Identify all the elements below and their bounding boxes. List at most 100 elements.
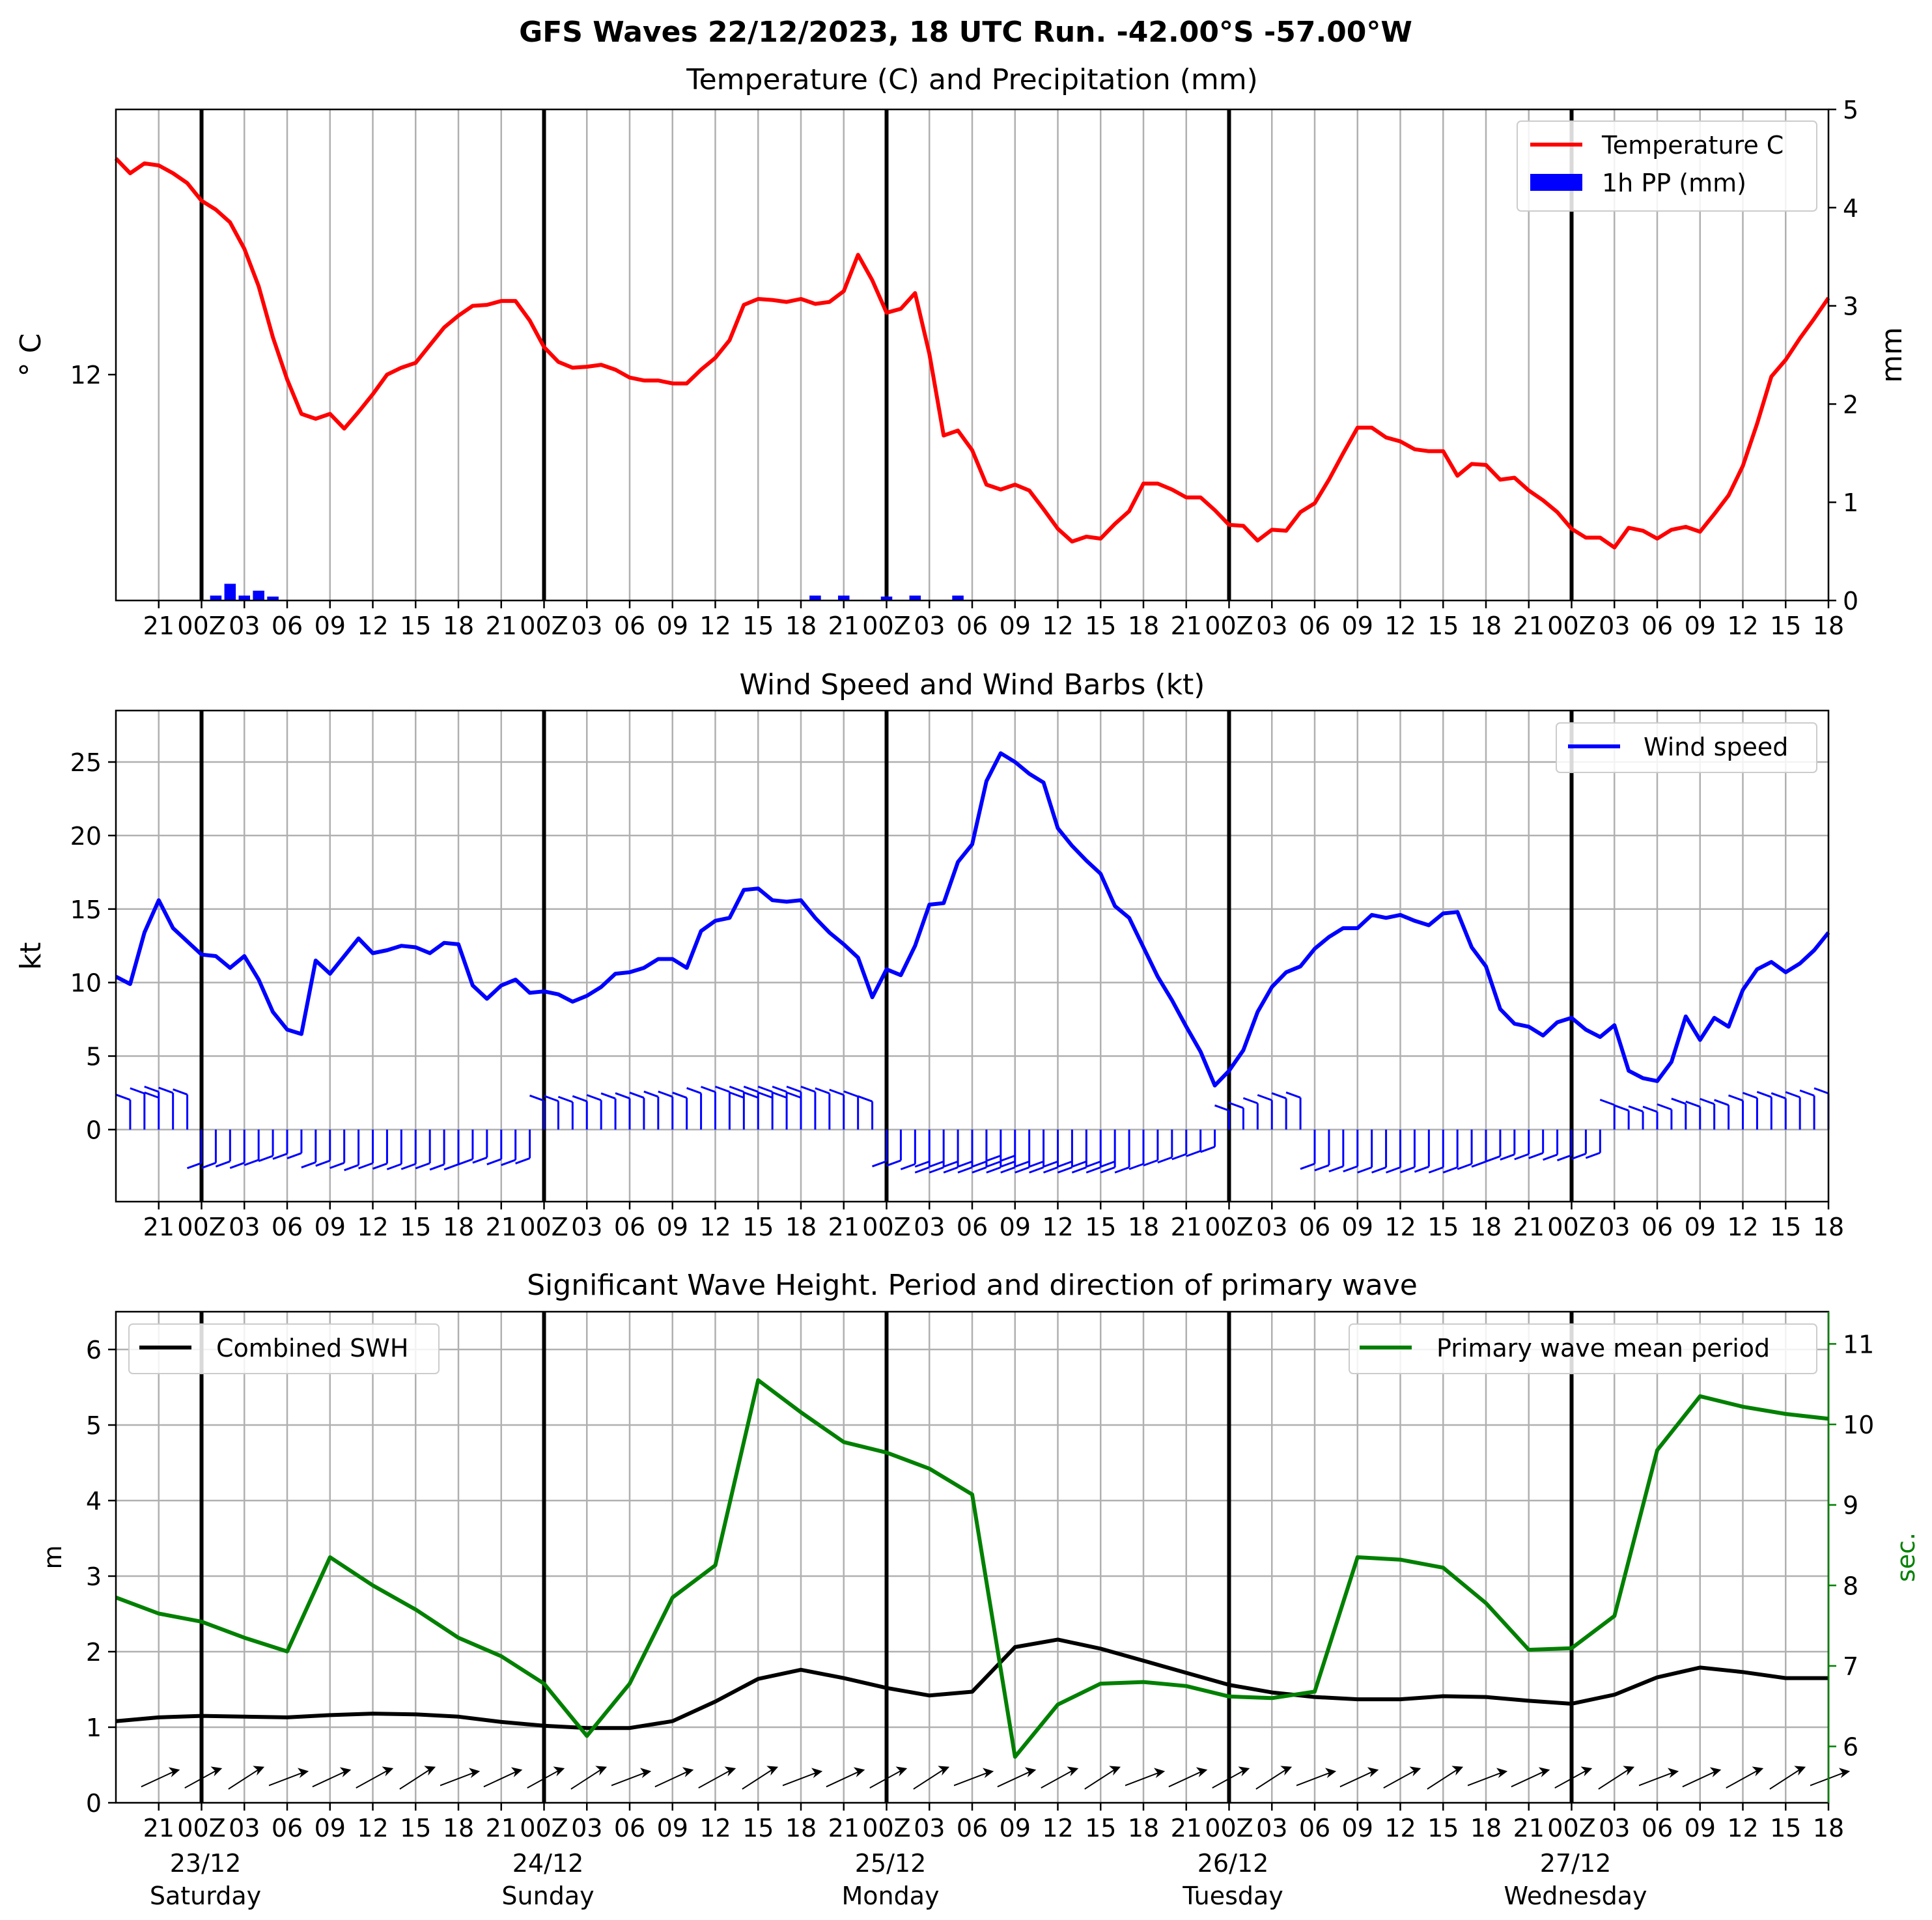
x-tick-label: 21 [486, 612, 517, 640]
wind-barb-flag [1671, 1097, 1687, 1105]
precip-bar [837, 595, 850, 600]
wind-barb-flag [158, 1086, 174, 1094]
wave-direction-arrow [1427, 1766, 1464, 1790]
x-tick-label: 03 [1599, 612, 1630, 640]
wind-barb-flag [429, 1163, 445, 1171]
x-tick-label: 15 [1427, 1814, 1459, 1842]
wind-barb-flag [914, 1160, 930, 1168]
wind-barb-flag [829, 1088, 845, 1096]
x-tick-label: 12 [1384, 1213, 1416, 1241]
x-tick-label: 00Z [1547, 612, 1595, 640]
y-tick-label: 10 [70, 969, 102, 998]
x-tick-label: 21 [1513, 612, 1545, 640]
wind-barb-flag [1714, 1099, 1729, 1107]
y2-tick-label: 3 [1843, 292, 1858, 321]
wind-barb-flag [1171, 1153, 1187, 1161]
wave-y-label: m [38, 1545, 67, 1569]
wave-direction-arrows [141, 1766, 1851, 1790]
x-tick-label: 03 [571, 1213, 602, 1241]
x-tick-label: 15 [1770, 1814, 1801, 1842]
swh-legend: Combined SWH [128, 1323, 440, 1374]
wave-direction-arrow [742, 1766, 779, 1790]
wind-barb-flag [486, 1158, 502, 1166]
temperature-panel-title: Temperature (C) and Precipitation (mm) [686, 63, 1258, 96]
wind-barb-flag [1043, 1160, 1059, 1168]
y-tick-label: 0 [86, 1116, 102, 1144]
wind-barb-flag [572, 1095, 587, 1103]
wind-barb-flag [344, 1164, 359, 1172]
wind-x-ticks: 21 00Z 03 06 09 12 15 18 21 00Z 03 06 09 12 15 18 21 00Z 0… [143, 1202, 1844, 1241]
wind-barb-flag [244, 1159, 259, 1166]
wave-y-ticks: 0 1 2 3 4 5 6 [86, 1336, 116, 1818]
wind-barb-flag [1728, 1094, 1744, 1102]
x-tick-label: 21 [1171, 1213, 1202, 1241]
wind-barb-flag [1500, 1153, 1515, 1161]
x-tick-label: 03 [914, 612, 945, 640]
wind-barb-flag [1642, 1105, 1658, 1113]
wind-barb-flag [1015, 1166, 1030, 1174]
wind-legend-box [1556, 722, 1817, 773]
precip-legend-label: 1h PP (mm) [1602, 169, 1746, 197]
wind-barb-flag [1343, 1165, 1358, 1173]
x-tick-label: 18 [1128, 1814, 1159, 1842]
wave-direction-arrow [1554, 1766, 1593, 1789]
precip-bar [224, 584, 236, 600]
x-tick-label: 09 [315, 1213, 346, 1241]
x-tick-label: 06 [1642, 1814, 1673, 1842]
x-tick-label: 12 [1727, 1814, 1758, 1842]
x-tick-label: 12 [699, 1814, 731, 1842]
x-tick-label: 12 [1042, 612, 1073, 640]
x-tick-label: 09 [315, 1814, 346, 1842]
wind-barb-flag [1771, 1092, 1786, 1099]
precip-legend-swatch [1530, 174, 1582, 191]
y-tick-label: 4 [86, 1487, 102, 1516]
wind-barb-flag [1543, 1153, 1558, 1161]
wind-barb-flag [1029, 1160, 1044, 1168]
x-tick-label: 21 [143, 1213, 175, 1241]
wave-direction-arrow [1125, 1768, 1166, 1786]
x-tick-label: 18 [1470, 1213, 1502, 1241]
x-tick-label: 06 [957, 1213, 988, 1241]
y2-tick-label: 1 [1843, 488, 1858, 517]
wind-barb-flag [1015, 1160, 1030, 1168]
wind-barb-flag [700, 1086, 716, 1094]
wind-barb-flag [130, 1087, 145, 1095]
wind-barb-flag [501, 1159, 516, 1166]
x-tick-label: 18 [443, 612, 474, 640]
wind-barb-flag [1271, 1092, 1287, 1099]
wind-barb-flag [1700, 1097, 1715, 1105]
wave-direction-arrow [1467, 1768, 1508, 1786]
wind-barb-flag [1571, 1153, 1586, 1160]
wind-barb-flag [272, 1153, 288, 1160]
wind-barb-flag [1100, 1166, 1115, 1174]
wind-barb-flag [772, 1085, 787, 1093]
wind-barb-flag [1314, 1164, 1330, 1172]
y-tick-label: 25 [70, 748, 102, 777]
x-tick-label: 00Z [862, 612, 910, 640]
x-tick-label: 00Z [177, 1814, 225, 1842]
wind-barb-flag [1556, 1154, 1573, 1162]
wind-barb-flag [144, 1091, 160, 1099]
wind-legend: Wind speed [1556, 722, 1817, 773]
precip-bar [909, 595, 921, 600]
wave-direction-arrow [1511, 1767, 1550, 1788]
day-date-label: 23/12 [170, 1849, 242, 1878]
x-tick-label: 06 [957, 1814, 988, 1842]
wind-barb-flag [557, 1095, 573, 1103]
x-tick-label: 09 [1000, 612, 1031, 640]
wave-direction-arrow [698, 1766, 736, 1789]
x-tick-label: 15 [1770, 1213, 1801, 1241]
day-date-label: 26/12 [1197, 1849, 1269, 1878]
wind-barb-flag [615, 1092, 630, 1099]
wind-barb-flag [957, 1160, 973, 1168]
x-tick-label: 18 [785, 612, 817, 640]
day-date-label: 24/12 [512, 1849, 584, 1878]
wind-barb-flag [1799, 1089, 1815, 1097]
x-tick-label: 21 [1513, 1814, 1545, 1842]
x-tick-label: 06 [614, 1213, 645, 1241]
wind-barb-flag [1813, 1087, 1829, 1095]
precip-y-ticks: 0 1 2 3 4 5 [1828, 96, 1858, 615]
y-tick-label: 5 [86, 1043, 102, 1071]
period-y-ticks: 6 7 8 9 10 11 [1828, 1330, 1874, 1761]
